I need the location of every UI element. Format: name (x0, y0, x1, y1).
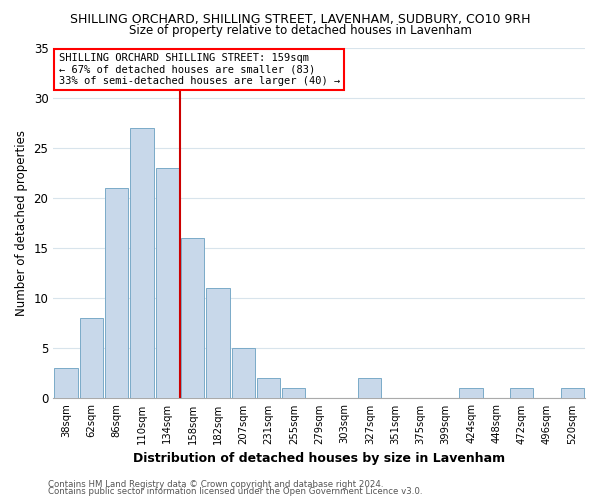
Bar (257, 378, 280, 398)
Bar (282, 388, 305, 398)
Bar (358, 378, 382, 398)
Bar (130, 128, 154, 398)
Text: Contains public sector information licensed under the Open Government Licence v3: Contains public sector information licen… (48, 488, 422, 496)
Bar (510, 388, 533, 398)
Text: Size of property relative to detached houses in Lavenham: Size of property relative to detached ho… (128, 24, 472, 37)
Bar (560, 388, 584, 398)
Bar (460, 388, 483, 398)
Bar (105, 188, 128, 398)
Text: SHILLING ORCHARD SHILLING STREET: 159sqm
← 67% of detached houses are smaller (8: SHILLING ORCHARD SHILLING STREET: 159sqm… (59, 53, 340, 86)
Bar (232, 348, 255, 399)
Bar (55, 368, 77, 398)
Text: Contains HM Land Registry data © Crown copyright and database right 2024.: Contains HM Land Registry data © Crown c… (48, 480, 383, 489)
Text: SHILLING ORCHARD, SHILLING STREET, LAVENHAM, SUDBURY, CO10 9RH: SHILLING ORCHARD, SHILLING STREET, LAVEN… (70, 12, 530, 26)
X-axis label: Distribution of detached houses by size in Lavenham: Distribution of detached houses by size … (133, 452, 505, 465)
Bar (206, 288, 230, 399)
Y-axis label: Number of detached properties: Number of detached properties (15, 130, 28, 316)
Bar (155, 168, 179, 398)
Bar (181, 238, 204, 398)
Bar (80, 318, 103, 398)
